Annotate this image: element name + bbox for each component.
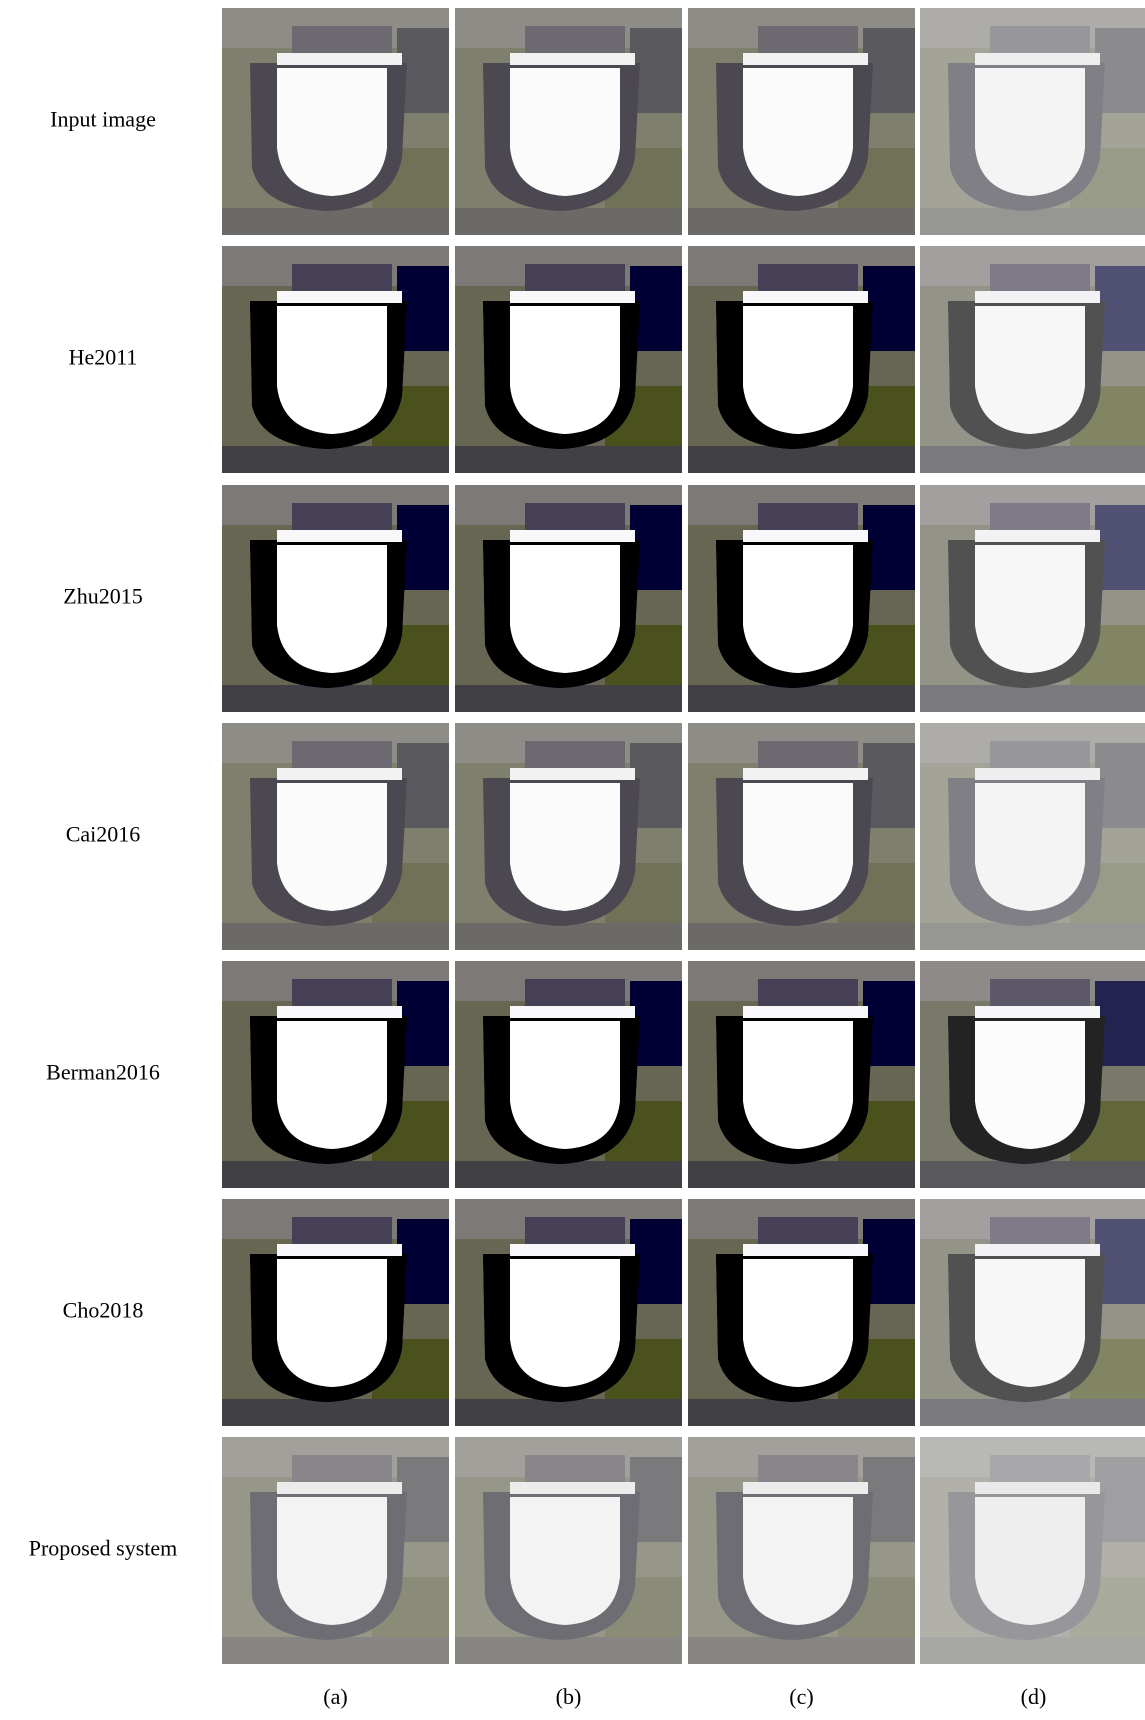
image-tile bbox=[688, 246, 915, 473]
image-tile bbox=[222, 246, 449, 473]
image-tile bbox=[455, 723, 682, 950]
haze-overlay bbox=[920, 1437, 1145, 1664]
column-label: (a) bbox=[323, 1684, 347, 1709]
haze-overlay bbox=[455, 1437, 682, 1664]
row-label: Cho2018 bbox=[63, 1298, 144, 1323]
row-label: Berman2016 bbox=[46, 1060, 160, 1085]
row-label: Input image bbox=[50, 107, 156, 132]
haze-overlay bbox=[920, 723, 1145, 950]
image-tile bbox=[688, 485, 915, 712]
figure: Input image He2011 Zhu2015 Cai2016 Berman201… bbox=[0, 0, 1145, 1715]
image-tile bbox=[222, 8, 449, 235]
image-tile bbox=[688, 1199, 915, 1426]
image-tile bbox=[688, 961, 915, 1188]
image-tile bbox=[222, 1199, 449, 1426]
image-tile bbox=[222, 723, 449, 950]
row-label: Cai2016 bbox=[66, 822, 141, 847]
image-tile bbox=[455, 246, 682, 473]
row-label: Proposed system bbox=[29, 1536, 178, 1561]
haze-overlay bbox=[920, 8, 1145, 235]
haze-overlay bbox=[920, 246, 1145, 473]
haze-overlay bbox=[222, 1437, 449, 1664]
image-tile bbox=[455, 485, 682, 712]
image-tile bbox=[455, 1199, 682, 1426]
image-tile bbox=[455, 961, 682, 1188]
column-label: (d) bbox=[1021, 1684, 1047, 1709]
haze-overlay bbox=[920, 485, 1145, 712]
image-tile bbox=[688, 8, 915, 235]
haze-overlay bbox=[688, 1437, 915, 1664]
image-tile bbox=[222, 485, 449, 712]
haze-overlay bbox=[920, 961, 1145, 1188]
image-tile bbox=[688, 723, 915, 950]
row-label: He2011 bbox=[69, 345, 138, 370]
image-tile bbox=[222, 961, 449, 1188]
column-label: (b) bbox=[556, 1684, 582, 1709]
row-label: Zhu2015 bbox=[63, 584, 142, 609]
image-tile bbox=[455, 8, 682, 235]
haze-overlay bbox=[920, 1199, 1145, 1426]
column-label: (c) bbox=[789, 1684, 813, 1709]
